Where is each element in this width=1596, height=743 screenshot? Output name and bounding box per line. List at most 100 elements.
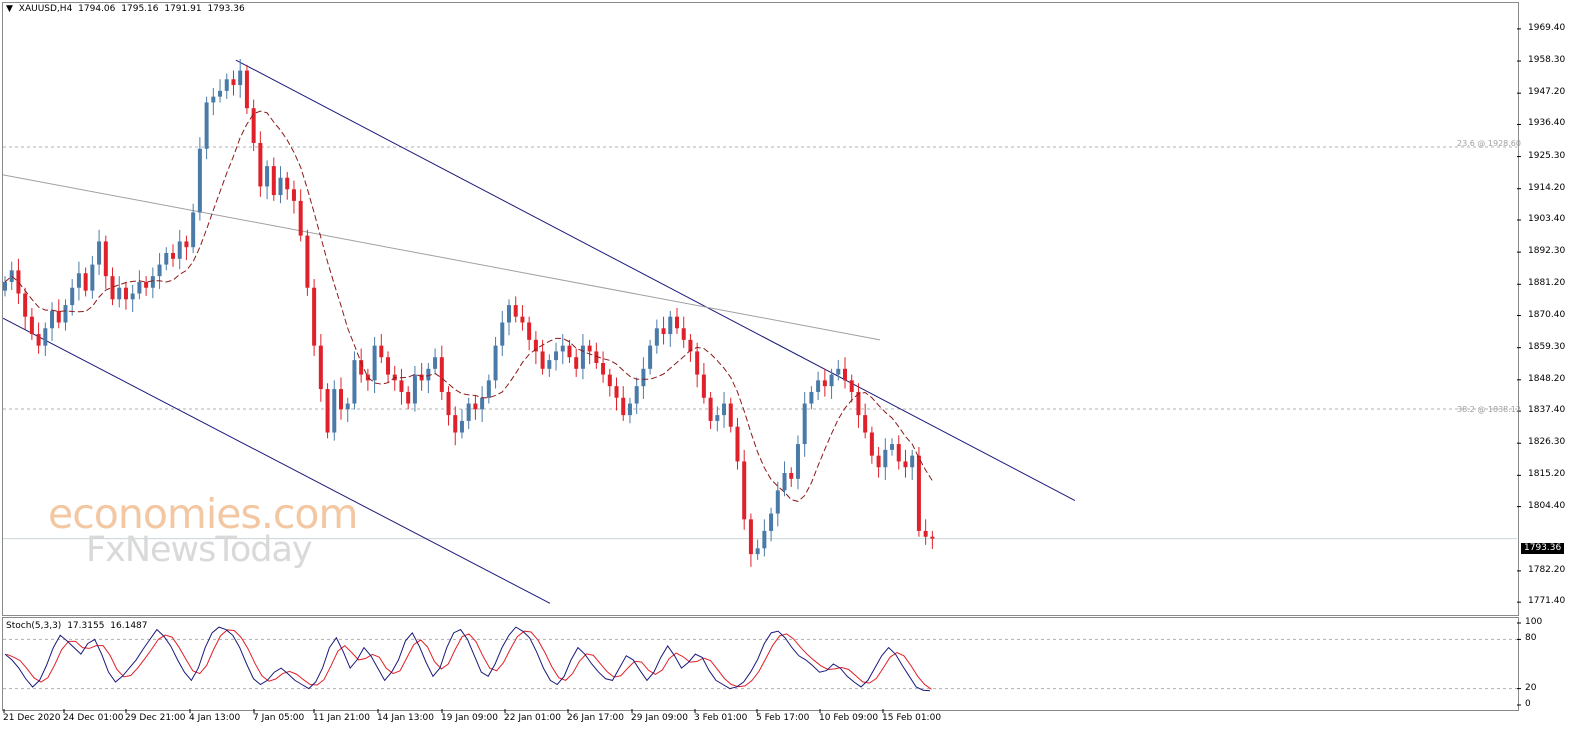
candle-body	[218, 90, 223, 97]
candle-body	[567, 345, 572, 358]
candle-body	[459, 420, 464, 433]
candle-body	[802, 403, 807, 445]
candle-body	[775, 490, 780, 514]
candle-body	[466, 403, 471, 421]
candle-body	[204, 102, 209, 149]
candle-body	[627, 403, 632, 416]
time-tick-label: 7 Jan 05:00	[253, 713, 305, 723]
candle-body	[339, 389, 343, 410]
candle-body	[258, 142, 263, 187]
price-tick-label: 1826.30	[1528, 437, 1566, 448]
candle-body	[916, 455, 921, 531]
price-tick-label: 1947.20	[1528, 87, 1566, 98]
channel-lower-line	[3, 317, 551, 604]
candle-body	[110, 276, 115, 300]
candle-body	[695, 351, 700, 375]
candle-body	[164, 252, 169, 265]
candle-body	[795, 444, 800, 479]
channel-upper-line	[235, 59, 1076, 501]
time-tick-label: 29 Dec 21:00	[125, 713, 186, 723]
candle-body	[251, 108, 256, 143]
price-tick-label: 1925.30	[1528, 150, 1566, 161]
candle-body	[876, 455, 881, 468]
candle-body	[446, 391, 451, 416]
candle-body	[641, 368, 646, 387]
candle-body	[312, 287, 317, 346]
price-tick-label: 1848.20	[1528, 373, 1566, 384]
candle-body	[157, 264, 162, 277]
candle-body	[3, 281, 7, 291]
stoch-d-line	[6, 629, 932, 690]
candle-body	[762, 530, 767, 549]
candle-body	[648, 345, 653, 369]
candle-body	[708, 397, 713, 421]
candle-body	[365, 374, 370, 381]
price-tick-label: 1804.40	[1528, 500, 1566, 511]
candle-body	[439, 357, 444, 392]
time-tick-label: 5 Feb 17:00	[756, 713, 810, 723]
candle-body	[473, 403, 478, 410]
osc-tick-label: 20	[1525, 682, 1537, 693]
candle-body	[789, 473, 794, 479]
candle-body	[507, 305, 511, 323]
candle-body	[829, 374, 834, 387]
candle-body	[681, 328, 686, 340]
candle-body	[43, 328, 48, 346]
candle-body	[587, 345, 592, 352]
dropdown-arrow-icon[interactable]: ▼	[6, 4, 13, 14]
stoch-d-value: 16.1487	[110, 621, 148, 631]
candle-body	[325, 389, 330, 433]
candle-body	[728, 403, 733, 427]
candle-body	[379, 345, 384, 358]
candle-body	[769, 513, 774, 531]
time-tick-label: 11 Jan 21:00	[313, 713, 370, 723]
candle-body	[607, 374, 612, 387]
time-tick-label: 21 Dec 2020	[3, 713, 61, 723]
candle-body	[123, 287, 128, 300]
candle-body	[547, 360, 552, 369]
candle-body	[117, 287, 122, 300]
candle-body	[748, 519, 753, 555]
candle-body	[419, 374, 424, 381]
candle-body	[386, 357, 391, 375]
candle-body	[345, 403, 350, 410]
fib-label-236: 23.6 @ 1928.60	[1457, 139, 1521, 148]
candle-body	[433, 357, 438, 369]
price-tick-label: 1782.20	[1528, 564, 1566, 575]
price-chart-panel[interactable]	[2, 2, 1519, 616]
price-tick-label: 1815.20	[1528, 469, 1566, 480]
candle-body	[863, 415, 868, 433]
candle-body	[224, 79, 229, 91]
watermark-fxnewstoday: FxNewsToday	[86, 530, 313, 570]
candle-body	[500, 322, 505, 346]
candle-body	[843, 368, 847, 381]
time-tick-label: 22 Jan 01:00	[504, 713, 561, 723]
price-tick-label: 1859.30	[1528, 341, 1566, 352]
candle-body	[661, 328, 666, 335]
candle-body	[278, 177, 283, 196]
price-tick-label: 1914.20	[1528, 182, 1566, 193]
candle-body	[594, 351, 599, 364]
candle-body	[896, 444, 901, 462]
candle-body	[406, 391, 411, 404]
candle-body	[211, 96, 216, 103]
low-value: 1791.91	[164, 4, 202, 14]
watermark-economies: economies.com	[48, 490, 358, 538]
candle-body	[9, 270, 14, 282]
time-tick-label: 24 Dec 01:00	[63, 713, 124, 723]
price-tick-label: 1903.40	[1528, 213, 1566, 224]
candle-body	[372, 345, 377, 381]
candle-body	[822, 380, 827, 387]
candle-body	[869, 432, 874, 456]
high-value: 1795.16	[121, 4, 159, 14]
osc-tick-label: 0	[1525, 699, 1531, 709]
candle-body	[513, 305, 518, 317]
price-tick-label: 1958.30	[1528, 55, 1566, 66]
candle-body	[809, 391, 814, 404]
candle-body	[560, 345, 565, 352]
candle-body	[63, 305, 68, 323]
candle-body	[923, 530, 928, 537]
candle-body	[580, 345, 585, 369]
candle-body	[849, 380, 854, 392]
candle-body	[480, 397, 485, 410]
